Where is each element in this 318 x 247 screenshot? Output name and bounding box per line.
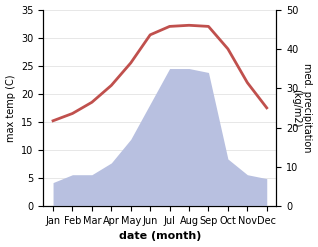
Y-axis label: med. precipitation
(kg/m2): med. precipitation (kg/m2) xyxy=(291,63,313,153)
X-axis label: date (month): date (month) xyxy=(119,231,201,242)
Y-axis label: max temp (C): max temp (C) xyxy=(5,74,16,142)
